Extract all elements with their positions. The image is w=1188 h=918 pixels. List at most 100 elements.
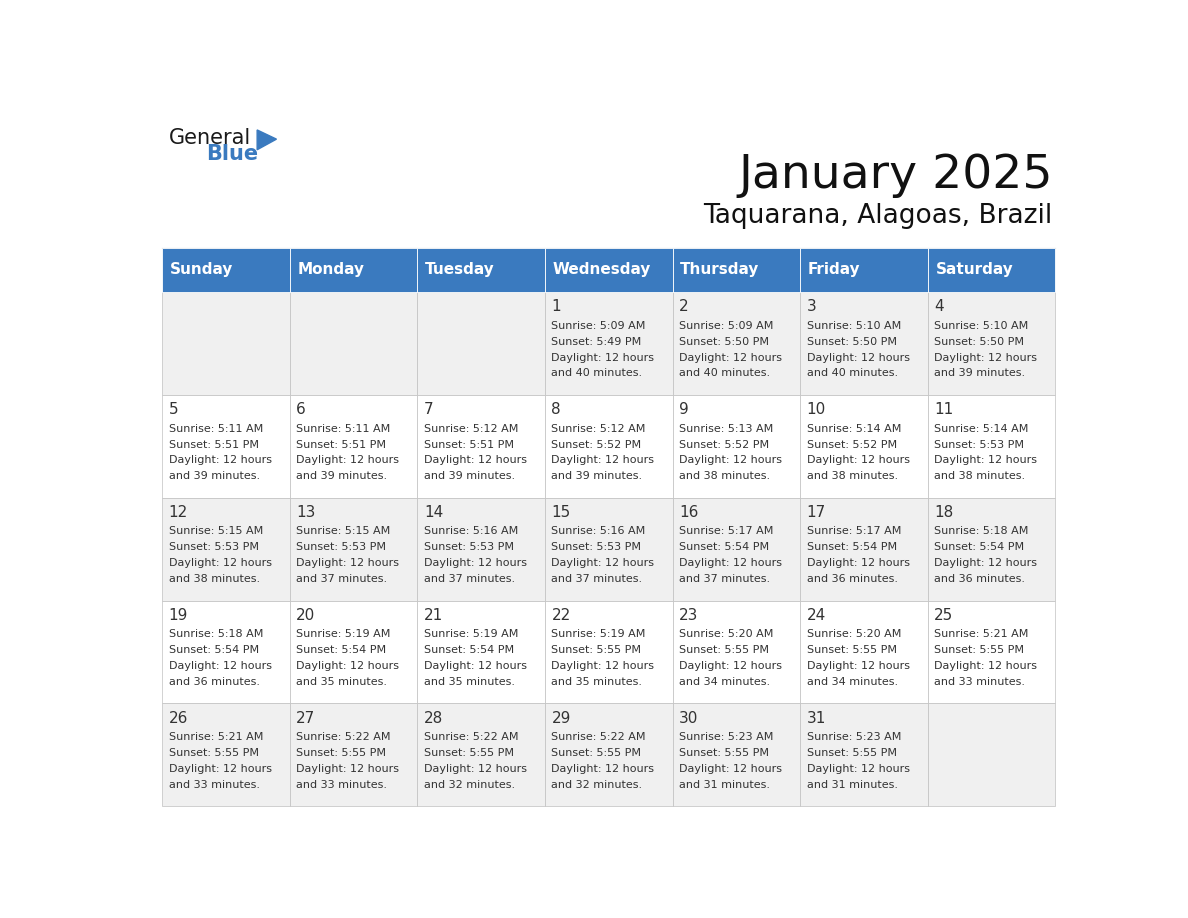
Text: 12: 12 [169,505,188,520]
Text: Sunrise: 5:16 AM: Sunrise: 5:16 AM [551,527,646,536]
Text: Daylight: 12 hours: Daylight: 12 hours [424,558,526,568]
FancyBboxPatch shape [801,248,928,292]
Text: Sunrise: 5:11 AM: Sunrise: 5:11 AM [169,423,263,433]
Text: Daylight: 12 hours: Daylight: 12 hours [934,558,1037,568]
FancyBboxPatch shape [417,248,545,292]
Text: 26: 26 [169,711,188,726]
FancyBboxPatch shape [672,292,801,395]
FancyBboxPatch shape [545,248,672,292]
Text: Daylight: 12 hours: Daylight: 12 hours [807,661,910,671]
Text: and 31 minutes.: and 31 minutes. [807,780,898,790]
Text: Sunrise: 5:15 AM: Sunrise: 5:15 AM [169,527,263,536]
Text: Sunset: 5:53 PM: Sunset: 5:53 PM [296,543,386,553]
Text: Sunrise: 5:10 AM: Sunrise: 5:10 AM [934,320,1029,330]
Text: Sunset: 5:55 PM: Sunset: 5:55 PM [934,645,1024,655]
Text: Daylight: 12 hours: Daylight: 12 hours [296,764,399,774]
Text: Saturday: Saturday [935,263,1013,277]
Text: Sunset: 5:51 PM: Sunset: 5:51 PM [296,440,386,450]
Text: Sunrise: 5:14 AM: Sunrise: 5:14 AM [807,423,901,433]
Text: and 38 minutes.: and 38 minutes. [680,472,770,481]
Text: Sunrise: 5:15 AM: Sunrise: 5:15 AM [296,527,391,536]
Text: Sunset: 5:55 PM: Sunset: 5:55 PM [680,748,769,758]
FancyBboxPatch shape [545,292,672,395]
Text: and 34 minutes.: and 34 minutes. [807,677,898,688]
Text: Sunrise: 5:11 AM: Sunrise: 5:11 AM [296,423,391,433]
Text: Sunset: 5:54 PM: Sunset: 5:54 PM [424,645,514,655]
Text: Daylight: 12 hours: Daylight: 12 hours [551,661,655,671]
Text: 18: 18 [934,505,954,520]
Text: 16: 16 [680,505,699,520]
Text: Sunset: 5:53 PM: Sunset: 5:53 PM [934,440,1024,450]
FancyBboxPatch shape [928,703,1055,806]
FancyBboxPatch shape [417,703,545,806]
Text: Sunset: 5:53 PM: Sunset: 5:53 PM [169,543,259,553]
FancyBboxPatch shape [672,600,801,703]
Text: and 34 minutes.: and 34 minutes. [680,677,770,688]
Text: Blue: Blue [207,144,259,164]
Text: and 33 minutes.: and 33 minutes. [934,677,1025,688]
Text: Sunrise: 5:23 AM: Sunrise: 5:23 AM [807,733,901,743]
Text: Daylight: 12 hours: Daylight: 12 hours [551,455,655,465]
FancyBboxPatch shape [928,498,1055,600]
Text: and 39 minutes.: and 39 minutes. [296,472,387,481]
Text: Sunrise: 5:22 AM: Sunrise: 5:22 AM [551,733,646,743]
Text: Sunrise: 5:18 AM: Sunrise: 5:18 AM [934,527,1029,536]
FancyBboxPatch shape [672,498,801,600]
Text: 2: 2 [680,299,689,314]
Text: Sunrise: 5:12 AM: Sunrise: 5:12 AM [551,423,646,433]
Text: January 2025: January 2025 [738,152,1053,197]
Text: 24: 24 [807,608,826,622]
Text: 8: 8 [551,402,561,417]
Text: Sunset: 5:53 PM: Sunset: 5:53 PM [551,543,642,553]
FancyBboxPatch shape [417,600,545,703]
Text: Sunrise: 5:10 AM: Sunrise: 5:10 AM [807,320,901,330]
Text: 20: 20 [296,608,316,622]
Text: Daylight: 12 hours: Daylight: 12 hours [169,558,272,568]
Text: Sunset: 5:55 PM: Sunset: 5:55 PM [807,748,897,758]
Text: Daylight: 12 hours: Daylight: 12 hours [680,764,782,774]
Text: Daylight: 12 hours: Daylight: 12 hours [807,764,910,774]
Text: Sunset: 5:51 PM: Sunset: 5:51 PM [424,440,514,450]
Text: General: General [169,128,251,148]
Text: Daylight: 12 hours: Daylight: 12 hours [551,764,655,774]
Text: 7: 7 [424,402,434,417]
Text: Sunset: 5:54 PM: Sunset: 5:54 PM [680,543,769,553]
FancyBboxPatch shape [545,395,672,498]
Text: Sunset: 5:55 PM: Sunset: 5:55 PM [296,748,386,758]
Text: and 39 minutes.: and 39 minutes. [169,472,260,481]
Text: Friday: Friday [808,263,860,277]
Text: 21: 21 [424,608,443,622]
Text: Sunset: 5:54 PM: Sunset: 5:54 PM [169,645,259,655]
FancyBboxPatch shape [801,600,928,703]
Text: Daylight: 12 hours: Daylight: 12 hours [807,455,910,465]
Text: and 37 minutes.: and 37 minutes. [296,575,387,585]
FancyBboxPatch shape [545,600,672,703]
Text: 14: 14 [424,505,443,520]
FancyBboxPatch shape [672,395,801,498]
FancyBboxPatch shape [290,248,417,292]
FancyBboxPatch shape [290,292,417,395]
Text: Thursday: Thursday [681,263,759,277]
FancyBboxPatch shape [928,395,1055,498]
Text: and 33 minutes.: and 33 minutes. [296,780,387,790]
FancyBboxPatch shape [290,703,417,806]
FancyBboxPatch shape [801,292,928,395]
Text: 15: 15 [551,505,570,520]
Text: Sunrise: 5:21 AM: Sunrise: 5:21 AM [934,630,1029,640]
Text: and 40 minutes.: and 40 minutes. [807,368,898,378]
Text: Sunset: 5:54 PM: Sunset: 5:54 PM [296,645,386,655]
Text: Daylight: 12 hours: Daylight: 12 hours [934,353,1037,363]
Text: Taquarana, Alagoas, Brazil: Taquarana, Alagoas, Brazil [703,204,1053,230]
Text: Sunset: 5:55 PM: Sunset: 5:55 PM [169,748,259,758]
FancyBboxPatch shape [163,395,290,498]
Text: Sunrise: 5:17 AM: Sunrise: 5:17 AM [807,527,901,536]
Text: and 38 minutes.: and 38 minutes. [807,472,898,481]
Text: 5: 5 [169,402,178,417]
Text: Daylight: 12 hours: Daylight: 12 hours [169,764,272,774]
Text: 17: 17 [807,505,826,520]
Text: Wednesday: Wednesday [552,263,651,277]
Text: and 40 minutes.: and 40 minutes. [680,368,770,378]
Text: Daylight: 12 hours: Daylight: 12 hours [424,764,526,774]
Text: Daylight: 12 hours: Daylight: 12 hours [169,455,272,465]
Text: Daylight: 12 hours: Daylight: 12 hours [296,558,399,568]
